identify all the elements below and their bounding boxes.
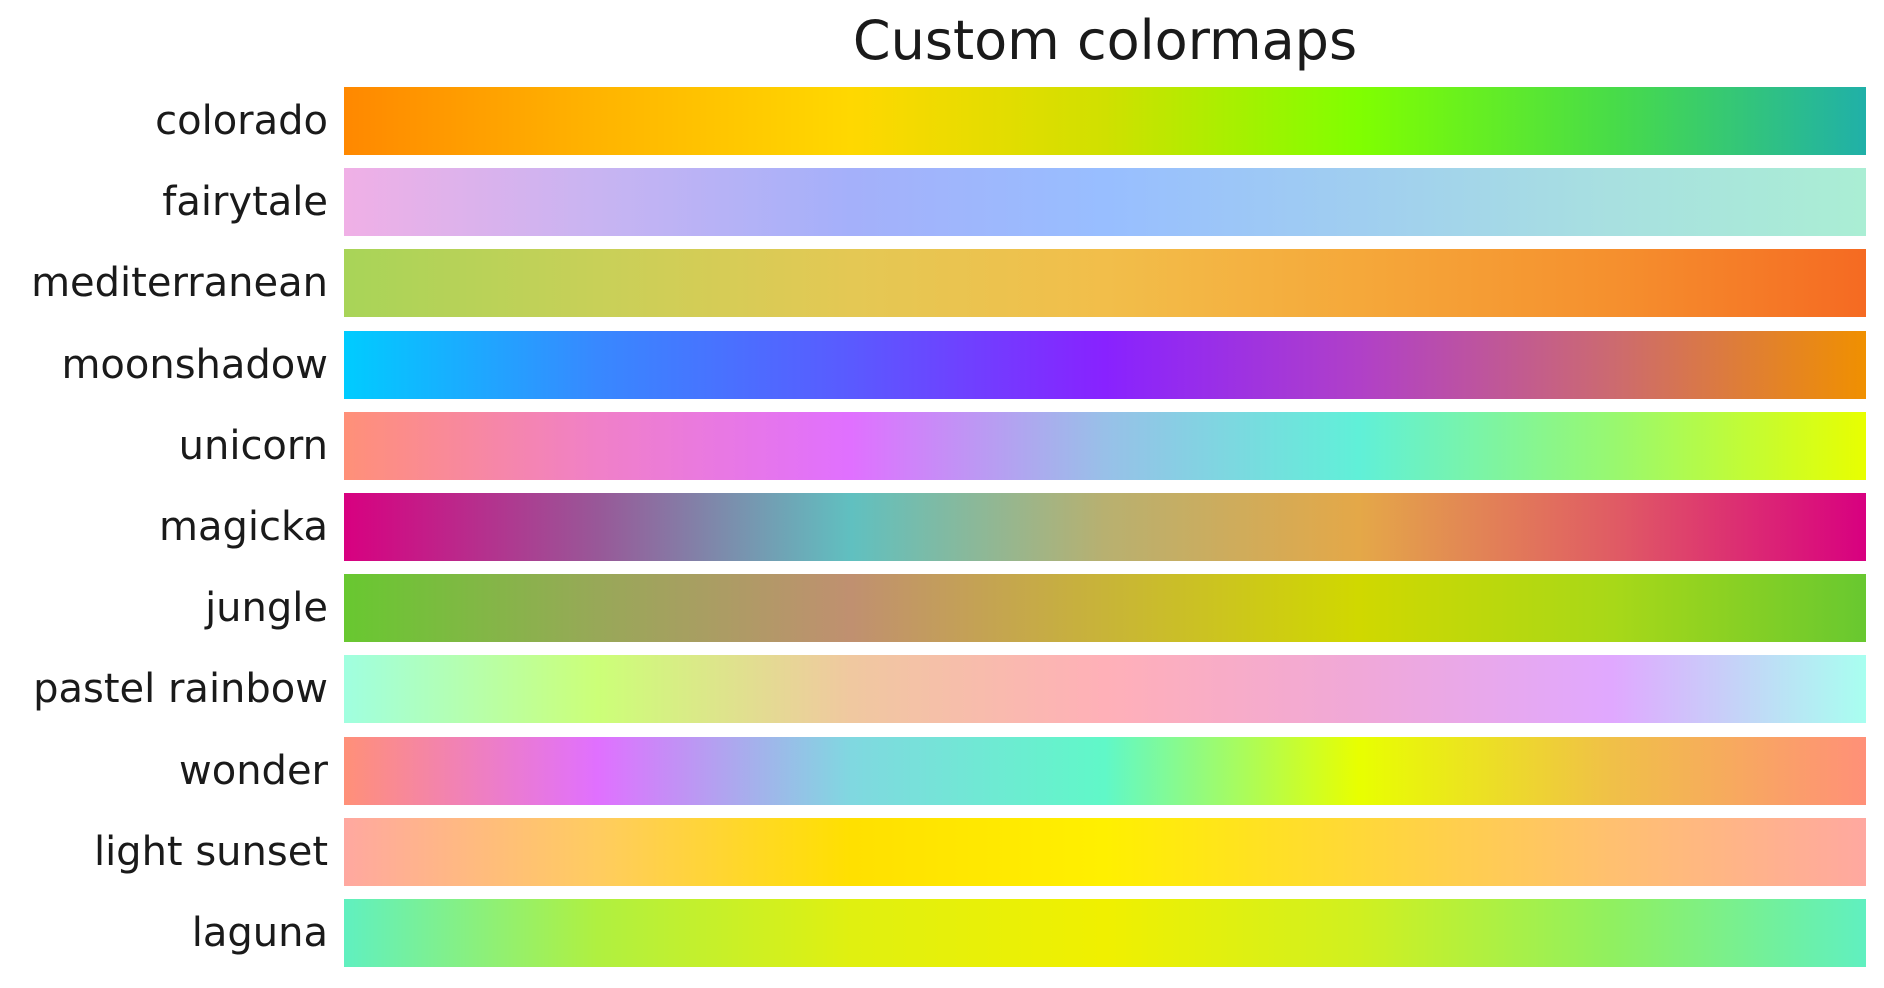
colormap-label: jungle (205, 585, 328, 631)
colormap-label: mediterranean (31, 260, 328, 306)
colormap-label: pastel rainbow (33, 666, 328, 712)
colormap-bar (344, 655, 1866, 723)
colormap-bar (344, 737, 1866, 805)
colormap-bar (344, 574, 1866, 642)
colormap-bar (344, 899, 1866, 967)
colormap-bar (344, 168, 1866, 236)
colormap-label: light sunset (93, 829, 328, 875)
colormap-label: moonshadow (61, 342, 328, 388)
colormap-label: colorado (155, 98, 328, 144)
colormap-bar (344, 412, 1866, 480)
chart-title: Custom colormaps (852, 9, 1358, 72)
colormap-label: fairytale (162, 179, 328, 225)
colormap-bar (344, 493, 1866, 561)
colormap-bar (344, 331, 1866, 399)
colormap-label: magicka (159, 504, 328, 550)
colormap-label: laguna (191, 910, 328, 956)
colormap-bar (344, 249, 1866, 317)
colormap-label: unicorn (178, 423, 328, 469)
colormap-bar (344, 87, 1866, 155)
colormap-bar (344, 818, 1866, 886)
colormap-label: wonder (179, 748, 328, 794)
